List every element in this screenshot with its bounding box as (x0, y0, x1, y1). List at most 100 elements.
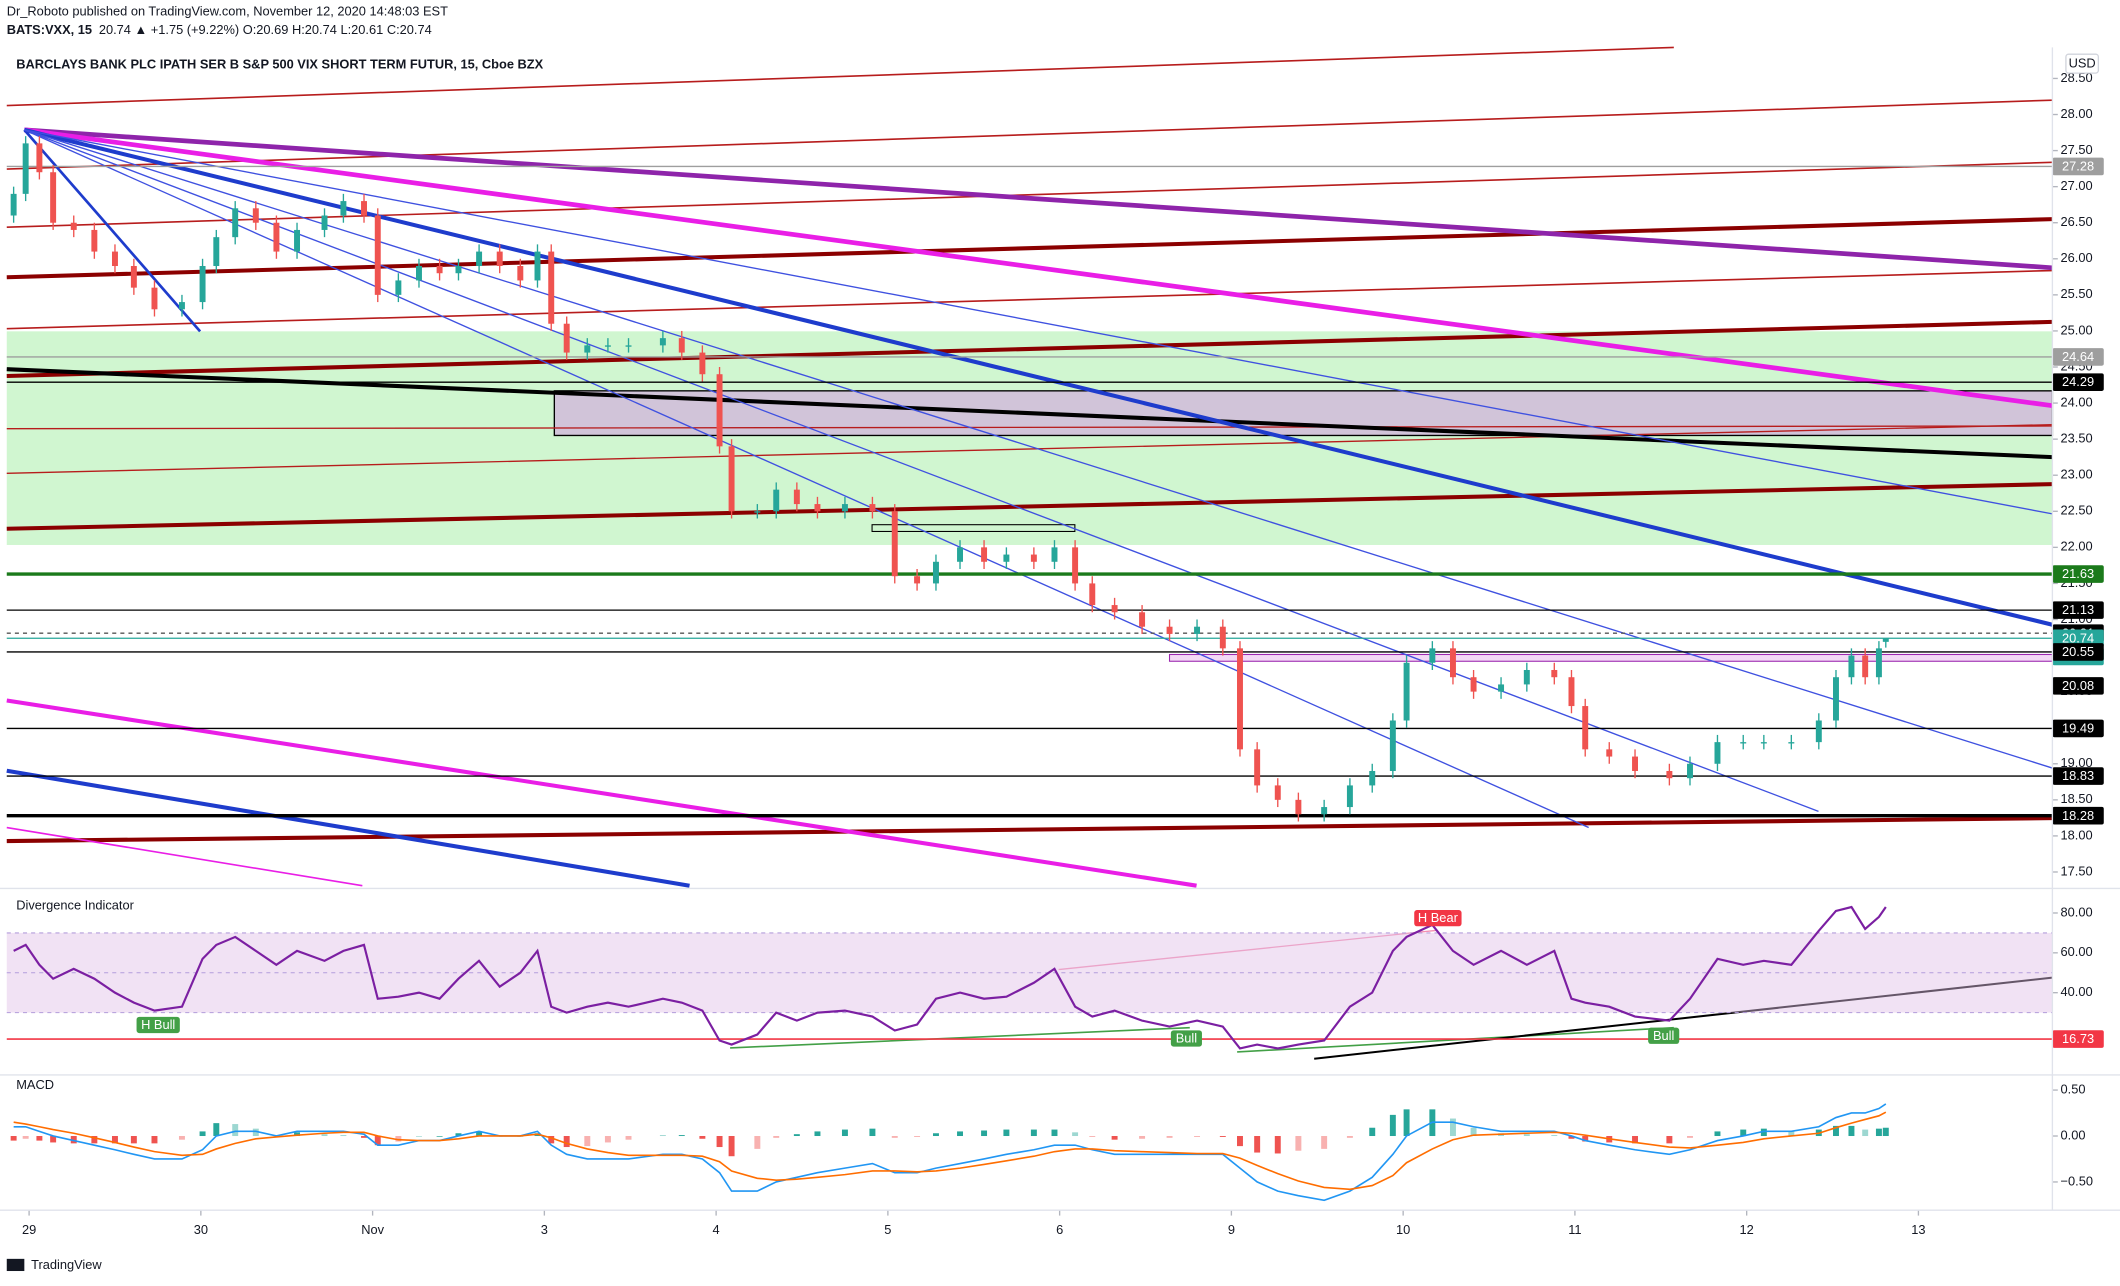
trendline (6, 425, 2053, 430)
histogram-bar (1166, 1136, 1173, 1138)
histogram-bar (659, 1135, 666, 1137)
histogram-bar (1295, 1136, 1302, 1151)
histogram-bar (1862, 1129, 1869, 1137)
candle-body (1632, 756, 1639, 771)
y-tick-label: 27.00 (2061, 178, 2093, 193)
candle-body (1875, 648, 1882, 678)
histogram-bar (793, 1134, 800, 1137)
histogram-bar (584, 1136, 591, 1147)
candle-body (1274, 785, 1281, 800)
candle-body (678, 338, 685, 353)
candle-body (1740, 742, 1747, 744)
pane-title: Divergence Indicator (16, 897, 134, 912)
histogram-bar (395, 1136, 402, 1142)
price-label-box (2052, 643, 2104, 661)
histogram-bar (1714, 1131, 1721, 1137)
candle-body (1321, 807, 1328, 815)
candle-body (932, 561, 939, 584)
y-tick-label: 23.50 (2061, 431, 2093, 446)
annotation-box (1170, 1030, 1202, 1047)
trendline (6, 161, 2053, 229)
trendline (6, 816, 2053, 844)
trendlines (6, 46, 2053, 1060)
y-tick-label: 23.00 (2061, 467, 2093, 482)
brand-logo (6, 1258, 25, 1272)
histogram-bar (1875, 1128, 1882, 1137)
price-label-box (2052, 806, 2104, 825)
candle-body (793, 489, 800, 505)
x-tick-label: 13 (1911, 1222, 1925, 1237)
trendline (6, 826, 363, 887)
candle-body (659, 338, 666, 346)
candle-body (1089, 583, 1096, 606)
pane-title: MACD (16, 1077, 54, 1092)
x-tick-label: Nov (361, 1222, 384, 1237)
histogram-bar (932, 1133, 939, 1137)
candle-body (728, 446, 735, 512)
candle-body (1219, 626, 1226, 649)
candle-body (178, 302, 185, 310)
histogram-bar (914, 1136, 921, 1137)
chart-title: BARCLAYS BANK PLC IPATH SER B S&P 500 VI… (16, 56, 543, 71)
candle-body (10, 193, 17, 216)
y-tick-label: 17.50 (2061, 863, 2093, 878)
histogram-bar (1449, 1118, 1456, 1137)
currency-box (2065, 53, 2100, 74)
price-label: 18.83 (2062, 768, 2094, 783)
candle-body (1714, 742, 1721, 764)
candle-body (1051, 547, 1058, 562)
candle-body (151, 287, 158, 310)
x-tick-label: 6 (1056, 1222, 1063, 1237)
histogram-bar (814, 1131, 821, 1137)
y-tick-label: 26.00 (2061, 250, 2093, 265)
candle-body (1254, 749, 1261, 786)
candle-body (1194, 626, 1201, 634)
y-tick-label: 60.00 (2061, 944, 2093, 959)
candle-body (1788, 742, 1795, 744)
candle-body (294, 229, 301, 252)
histogram-bar (1139, 1136, 1146, 1139)
histogram-bar (374, 1136, 381, 1146)
histogram-bar (1666, 1136, 1673, 1144)
trendline (6, 99, 2053, 170)
trendline (6, 217, 2053, 280)
y-tick-label: 26.50 (2061, 214, 2093, 229)
price-label-box (2052, 157, 2104, 176)
candle-body (625, 345, 632, 347)
histogram-bar (321, 1134, 328, 1137)
candle-body (699, 352, 706, 375)
histogram-bar (111, 1136, 118, 1144)
histogram-bar (604, 1136, 611, 1143)
candle-body (1848, 655, 1855, 678)
divergence-line (1058, 929, 1438, 971)
histogram-bar (1003, 1129, 1010, 1137)
candle-body (1389, 720, 1396, 771)
candle-body (773, 489, 780, 512)
histogram-bar (22, 1136, 29, 1139)
price-label-box (2052, 348, 2104, 366)
candle-body (1862, 655, 1869, 678)
candle-body (1295, 799, 1302, 815)
price-label-box (2052, 601, 2104, 619)
annotation: H Bull (136, 1016, 180, 1034)
histogram-bar (1111, 1136, 1118, 1140)
histogram-bar (957, 1131, 963, 1137)
trendline (24, 129, 1589, 829)
histogram-bar (1194, 1136, 1201, 1137)
candle-body (199, 266, 206, 303)
candle-body (716, 374, 723, 447)
annotation-box (136, 1016, 180, 1034)
candle-body (50, 172, 57, 223)
candle-body (1369, 770, 1376, 786)
candle-body (416, 266, 422, 281)
histogram-bar (151, 1136, 158, 1144)
histogram-bar (773, 1136, 780, 1138)
indicator-line (13, 905, 1887, 1050)
candle-body (891, 511, 898, 577)
price-label-box (2052, 373, 2104, 391)
author-line: Dr_Roboto published on TradingView.com, … (7, 4, 448, 19)
trendline (24, 127, 2053, 409)
candle-body (1470, 677, 1477, 692)
candle-body (914, 576, 921, 584)
histogram-bar (1760, 1128, 1767, 1137)
